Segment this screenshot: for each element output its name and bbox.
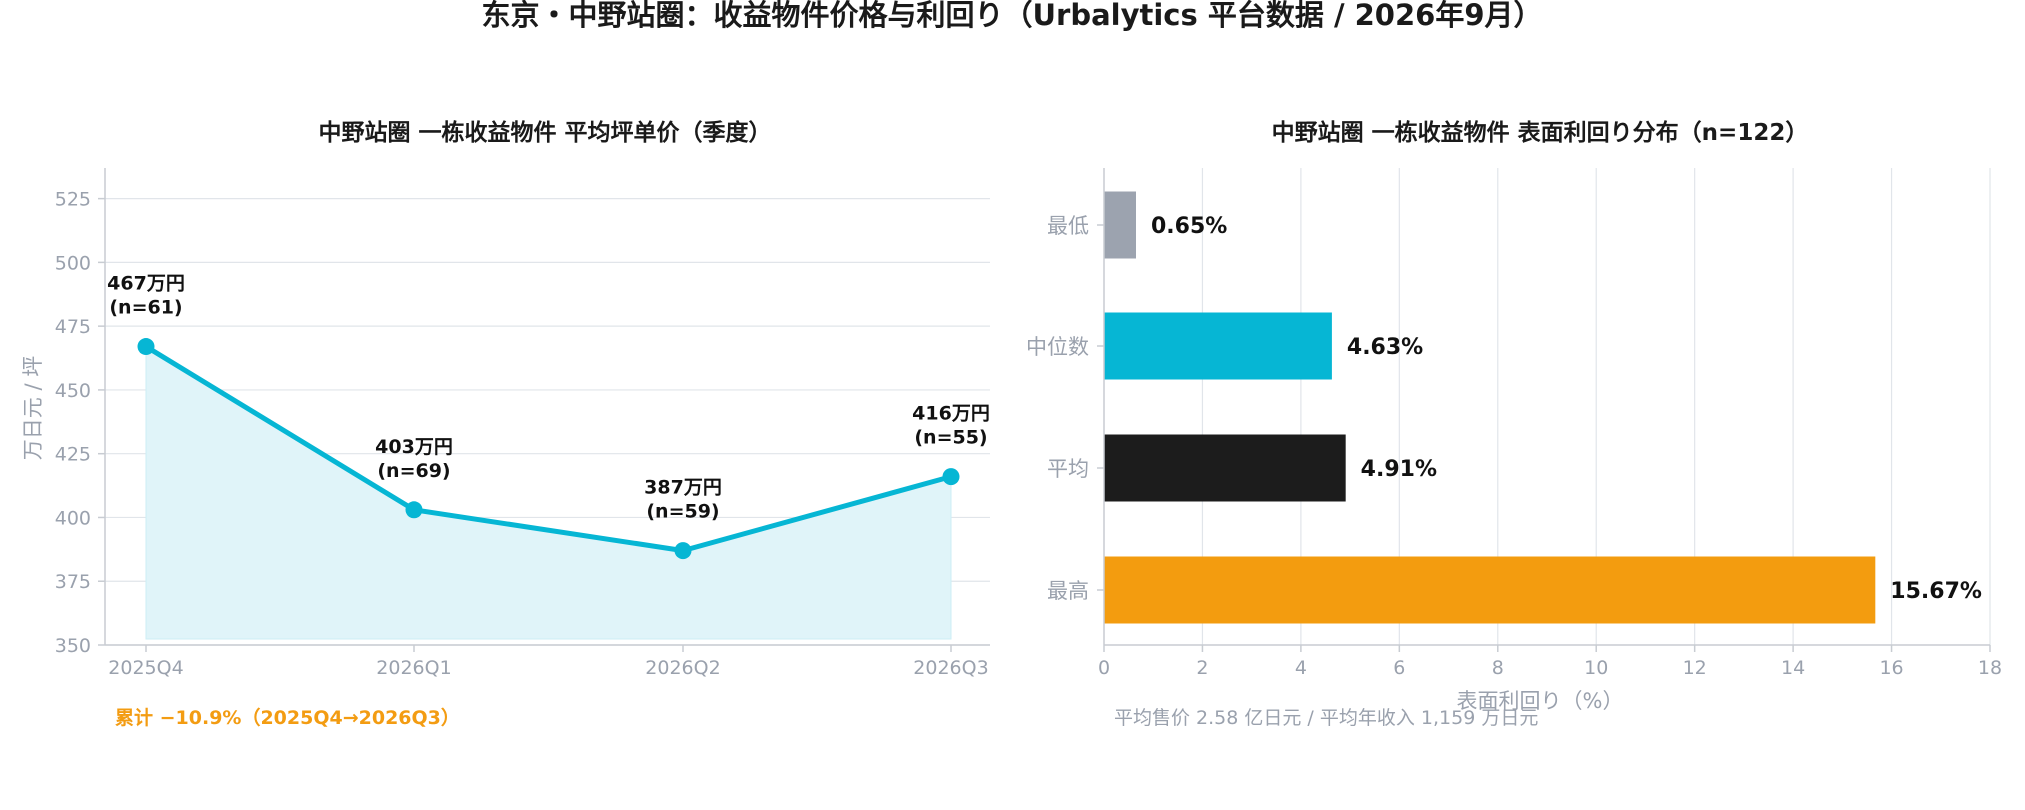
bar-chart-title: 中野站圈 一栋收益物件 表面利回り分布（n=122） [1272,119,1809,146]
y-tick-label: 400 [55,507,91,529]
bar-chart-value-labels: 0.65% 4.63% 4.91% 15.67% [1151,214,1982,604]
point-count-2025Q4: (n=61) [109,297,182,319]
line-point-2026Q1 [405,501,423,519]
x-tick-label-2026Q3: 2026Q3 [913,657,988,679]
bar-chart-panel: 中野站圈 一栋收益物件 表面利回り分布（n=122） 0.65% 4.63% 4.9… [1026,119,2002,729]
line-point-2026Q2 [674,542,692,560]
point-label-2025Q4: 467万円 [107,273,185,295]
line-chart-x-ticks: 2025Q4 2026Q1 2026Q2 2026Q3 [108,645,989,679]
point-count-2026Q2: (n=59) [646,501,719,523]
bar-chart-x-axis-label: 表面利回り（%） [1457,689,1624,713]
y-tick-label: 525 [55,189,91,211]
y-tick-label: 425 [55,444,91,466]
x-tick-label: 12 [1683,657,1707,679]
line-point-2026Q3 [942,468,960,486]
point-label-2026Q3: 416万円 [912,403,990,425]
bar-最低 [1104,191,1136,259]
line-chart-y-axis-label: 万日元 / 坪 [21,356,45,460]
category-label-平均: 平均 [1047,457,1089,481]
x-tick-label: 16 [1879,657,1903,679]
x-tick-label: 8 [1492,657,1504,679]
x-tick-label: 6 [1393,657,1405,679]
line-point-2025Q4 [137,338,155,356]
line-chart-y-ticks: 350 375 400 425 450 475 500 525 [55,189,105,657]
line-chart-panel: 中野站圈 一栋收益物件 平均坪单价（季度） 467万円(n=61)403万円(n… [21,119,990,729]
category-label-最低: 最低 [1047,214,1089,238]
point-count-2026Q1: (n=69) [377,460,450,482]
x-tick-label-2026Q1: 2026Q1 [376,657,451,679]
y-tick-label: 500 [55,252,91,274]
bar-value-label-平均: 4.91% [1361,457,1437,482]
figure-title: 东京・中野站圈：收益物件价格与利回り（Urbalytics 平台数据 / 202… [481,0,1542,32]
y-tick-label: 475 [55,316,91,338]
x-tick-label: 10 [1584,657,1608,679]
bar-value-label-最高: 15.67% [1890,579,1982,604]
line-chart-title: 中野站圈 一栋收益物件 平均坪单价（季度） [318,119,771,146]
bar-中位数 [1104,312,1332,380]
bar-value-label-中位数: 4.63% [1347,335,1423,360]
bar-最高 [1104,556,1876,624]
y-tick-label: 375 [55,571,91,593]
bar-chart-annotation: 平均售价 2.58 亿日元 / 平均年收入 1,159 万日元 [1114,707,1538,729]
bar-平均 [1104,434,1346,502]
category-label-最高: 最高 [1047,579,1089,603]
x-tick-label-2026Q2: 2026Q2 [645,657,720,679]
bar-chart-x-ticks: 0 2 4 6 8 10 12 14 16 18 [1098,645,2002,679]
point-count-2026Q3: (n=55) [914,427,987,449]
x-tick-label: 14 [1781,657,1805,679]
x-tick-label: 4 [1295,657,1307,679]
category-label-中位数: 中位数 [1026,335,1089,359]
line-series [143,344,954,554]
y-tick-label: 450 [55,380,91,402]
bar-chart-bars [1104,191,1876,624]
x-tick-label: 2 [1196,657,1208,679]
x-tick-label: 0 [1098,657,1110,679]
line-chart-points [137,338,960,560]
point-label-2026Q1: 403万円 [375,436,453,458]
bar-value-label-最低: 0.65% [1151,214,1227,239]
y-tick-label: 350 [55,635,91,657]
point-label-2026Q2: 387万円 [644,477,722,499]
x-tick-label: 18 [1978,657,2002,679]
line-chart-point-labels: 467万円(n=61) 403万円(n=69) 387万円(n=59) 416万円(n… [107,273,990,523]
line-chart-annotation: 累计 −10.9%（2025Q4→2026Q3） [115,706,460,729]
x-tick-label-2025Q4: 2025Q4 [108,657,183,679]
